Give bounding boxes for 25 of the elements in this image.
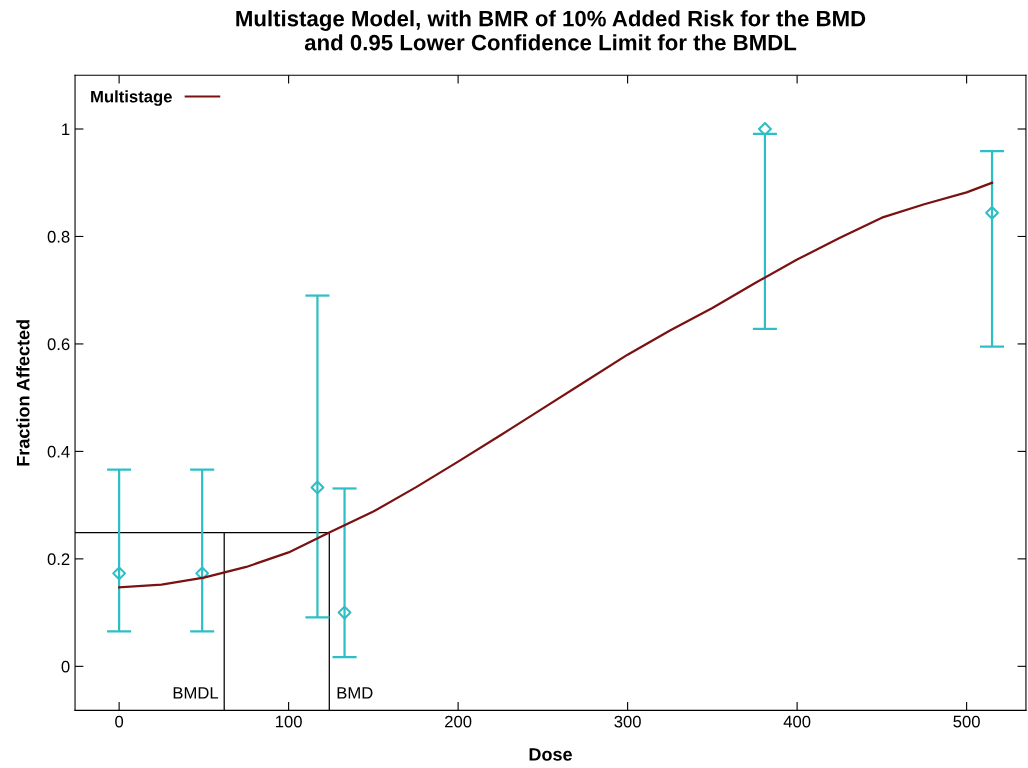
chart-title: Multistage Model, with BMR of 10% Added Risk for the BMD and 0.95 Lower Confidence Limit for the BMDL (236, 10, 866, 51)
x-tick-label: 200 (445, 715, 472, 728)
x-tick-label: 100 (275, 715, 302, 728)
x-tick-label: 400 (783, 715, 811, 728)
point (337, 605, 352, 620)
y-tick-label: 0.4 (47, 445, 70, 458)
point (195, 566, 210, 581)
point (112, 566, 127, 581)
x-tick-label: 0 (115, 715, 124, 728)
line-series (118, 181, 994, 589)
ref-line-label: BMD (337, 687, 373, 699)
point (757, 122, 772, 136)
ref-line-label: BMDL (173, 687, 219, 699)
x-axis-title: Dose (529, 748, 572, 761)
y-tick-label: 1 (62, 123, 70, 136)
y-tick-label: 0.8 (47, 230, 70, 243)
y-tick-label: 0 (61, 660, 70, 673)
y-axis-title: Fraction Affected (16, 320, 30, 466)
point (985, 205, 999, 220)
x-tick-label: 300 (614, 715, 641, 728)
legend-label: Multistage (91, 90, 172, 106)
x-tick-label: 500 (953, 715, 980, 728)
y-tick-label: 0.6 (47, 338, 70, 351)
y-tick-label: 0.2 (47, 553, 70, 566)
point (310, 480, 325, 495)
